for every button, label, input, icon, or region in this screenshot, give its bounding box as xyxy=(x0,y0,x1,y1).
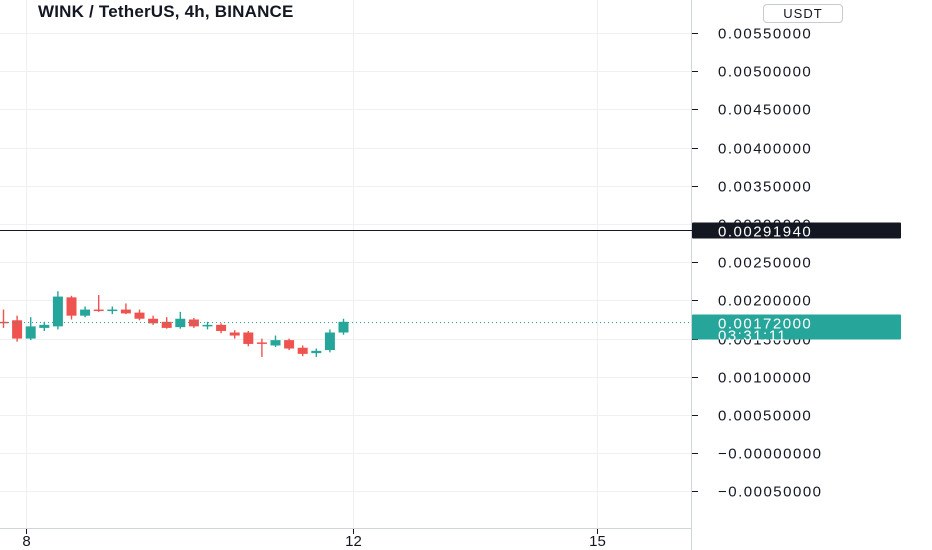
candle-body xyxy=(93,309,104,312)
candle xyxy=(284,338,295,351)
price-tick-label: −0.00050000 xyxy=(718,484,823,501)
candle xyxy=(256,338,267,357)
crosshair-price-label: 0.00291940 xyxy=(718,224,812,241)
last-price-tag xyxy=(692,314,901,340)
candle xyxy=(12,315,23,342)
candle xyxy=(216,323,227,334)
price-tick-label: −0.00000000 xyxy=(718,446,823,463)
candle xyxy=(52,291,63,330)
time-tick-label: 12 xyxy=(345,533,362,550)
price-tick-label: 0.00550000 xyxy=(718,26,812,43)
candle-body xyxy=(80,309,91,316)
candle xyxy=(311,348,322,357)
candle-body xyxy=(338,321,349,333)
candle-body xyxy=(120,309,131,314)
time-tick-label: 15 xyxy=(589,533,606,550)
candle-body xyxy=(216,324,227,331)
candle-body xyxy=(52,296,63,327)
candle-body xyxy=(297,347,308,354)
candle-body xyxy=(134,312,145,319)
candle xyxy=(161,317,172,329)
candle-body xyxy=(324,332,335,351)
candle xyxy=(202,321,213,330)
candle-body xyxy=(256,342,267,344)
candle xyxy=(324,329,335,353)
candle xyxy=(25,317,36,341)
bar-countdown-label: 03:31:11 xyxy=(718,328,787,345)
candle xyxy=(229,330,240,339)
candle-body xyxy=(66,297,77,316)
candle xyxy=(297,345,308,357)
candle xyxy=(93,295,104,312)
price-tick-label: 0.00050000 xyxy=(718,408,812,425)
candle xyxy=(148,315,159,325)
candle-body xyxy=(311,350,322,354)
time-axis[interactable]: 8 12 15 xyxy=(22,529,606,550)
candle-body xyxy=(107,309,118,312)
candle-body xyxy=(243,332,254,344)
candle-body xyxy=(270,340,281,346)
candle xyxy=(80,306,91,318)
candle-body xyxy=(202,324,213,327)
candle xyxy=(188,317,199,328)
candle-body xyxy=(25,326,36,339)
candle xyxy=(66,295,77,320)
price-tick-label: 0.00100000 xyxy=(718,370,812,387)
candle-body xyxy=(229,332,240,336)
price-tick-label: 0.00400000 xyxy=(718,141,812,158)
price-tick-label: 0.00250000 xyxy=(718,255,812,272)
candle-body xyxy=(148,318,159,324)
candle xyxy=(175,311,186,329)
price-axis[interactable]: 0.00550000 0.00500000 0.00450000 0.00400000… xyxy=(692,26,823,501)
candle xyxy=(0,309,9,328)
price-tick-label: 0.00450000 xyxy=(718,102,812,119)
candle-body xyxy=(12,320,23,339)
currency-selector-button[interactable]: USDT xyxy=(763,4,843,23)
chart-title: WINK / TetherUS, 4h, BINANCE xyxy=(38,2,294,21)
price-tick-label: 0.00500000 xyxy=(718,64,812,81)
candle-body xyxy=(161,321,172,328)
time-tick-label: 8 xyxy=(22,533,30,550)
candle xyxy=(243,330,254,347)
grid xyxy=(0,0,691,528)
crosshair-price-tag xyxy=(692,222,901,239)
candle xyxy=(270,335,281,348)
candle xyxy=(107,306,118,315)
candle xyxy=(39,321,50,331)
candle-body xyxy=(39,324,50,328)
candle xyxy=(338,318,349,335)
candle-body xyxy=(284,340,295,349)
candle xyxy=(120,303,131,315)
price-tick-label: 0.00350000 xyxy=(718,179,812,196)
candles xyxy=(0,291,349,357)
candle-body xyxy=(188,319,199,327)
price-tick-label: 0.00200000 xyxy=(718,293,812,310)
candle xyxy=(134,309,145,321)
last-price-label: 0.00172000 xyxy=(718,316,812,333)
